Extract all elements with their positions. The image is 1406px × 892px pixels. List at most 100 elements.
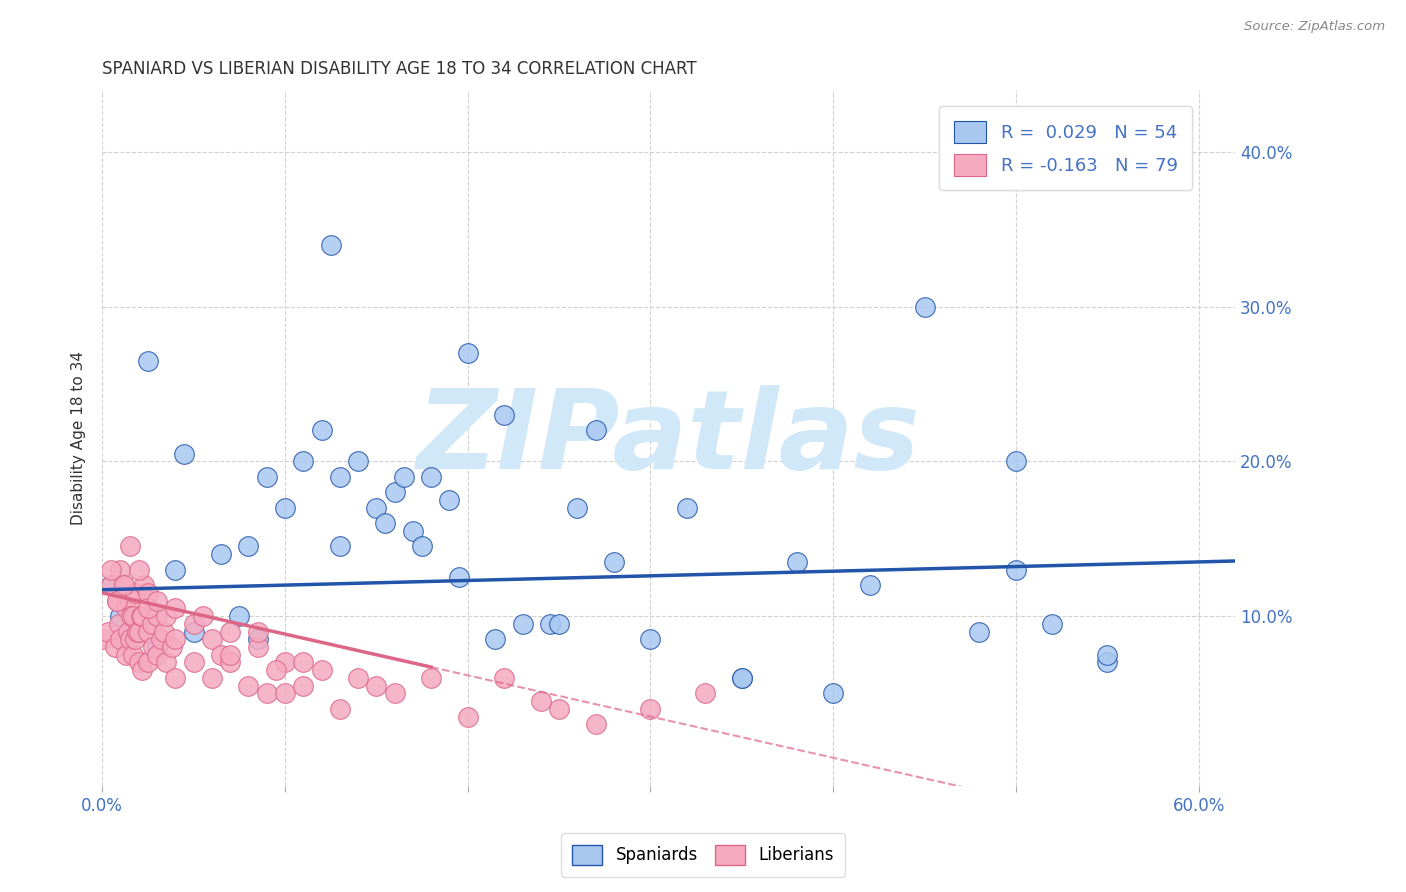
Point bbox=[731, 671, 754, 685]
Point bbox=[155, 656, 177, 670]
Point bbox=[112, 578, 135, 592]
Point bbox=[384, 485, 406, 500]
Point bbox=[131, 609, 153, 624]
Point bbox=[100, 563, 122, 577]
Point bbox=[129, 609, 152, 624]
Point bbox=[538, 616, 561, 631]
Point bbox=[120, 609, 142, 624]
Point bbox=[141, 616, 163, 631]
Point bbox=[292, 454, 315, 468]
Point bbox=[786, 555, 808, 569]
Point bbox=[201, 632, 224, 647]
Point bbox=[484, 632, 506, 647]
Point bbox=[823, 686, 845, 700]
Point bbox=[676, 500, 699, 515]
Point bbox=[165, 632, 187, 647]
Point bbox=[512, 616, 534, 631]
Point bbox=[585, 424, 607, 438]
Point bbox=[131, 663, 153, 677]
Point bbox=[146, 640, 169, 654]
Point bbox=[238, 540, 260, 554]
Point bbox=[1005, 563, 1028, 577]
Point bbox=[530, 694, 553, 708]
Point bbox=[115, 648, 138, 662]
Point bbox=[191, 609, 214, 624]
Point bbox=[183, 656, 205, 670]
Point bbox=[219, 656, 242, 670]
Point bbox=[1097, 656, 1119, 670]
Point bbox=[274, 656, 297, 670]
Point bbox=[105, 593, 128, 607]
Point bbox=[731, 671, 754, 685]
Point bbox=[329, 470, 352, 484]
Point bbox=[311, 663, 333, 677]
Point bbox=[122, 648, 145, 662]
Point bbox=[347, 454, 370, 468]
Point bbox=[494, 671, 516, 685]
Point bbox=[110, 563, 132, 577]
Point bbox=[246, 640, 269, 654]
Point bbox=[146, 609, 169, 624]
Point bbox=[146, 648, 169, 662]
Point bbox=[603, 555, 626, 569]
Point bbox=[420, 470, 443, 484]
Point bbox=[256, 686, 278, 700]
Point bbox=[640, 702, 662, 716]
Point bbox=[118, 632, 141, 647]
Point bbox=[155, 609, 177, 624]
Point bbox=[112, 578, 135, 592]
Point bbox=[256, 470, 278, 484]
Point bbox=[115, 601, 138, 615]
Point bbox=[122, 609, 145, 624]
Point bbox=[201, 671, 224, 685]
Point bbox=[411, 540, 433, 554]
Point bbox=[1152, 129, 1174, 144]
Point bbox=[107, 616, 129, 631]
Point bbox=[142, 640, 165, 654]
Point bbox=[392, 470, 415, 484]
Point bbox=[97, 624, 120, 639]
Point bbox=[969, 624, 991, 639]
Point bbox=[100, 578, 122, 592]
Point bbox=[1042, 616, 1064, 631]
Point bbox=[859, 578, 882, 592]
Point bbox=[264, 663, 287, 677]
Point bbox=[149, 632, 172, 647]
Point bbox=[366, 679, 388, 693]
Point bbox=[228, 609, 250, 624]
Point bbox=[219, 648, 242, 662]
Point bbox=[136, 601, 159, 615]
Point bbox=[329, 702, 352, 716]
Point bbox=[420, 671, 443, 685]
Point bbox=[128, 563, 150, 577]
Point bbox=[136, 354, 159, 368]
Point bbox=[125, 624, 148, 639]
Point bbox=[640, 632, 662, 647]
Point bbox=[104, 640, 127, 654]
Point bbox=[153, 624, 176, 639]
Point bbox=[165, 671, 187, 685]
Point bbox=[124, 632, 146, 647]
Point bbox=[110, 609, 132, 624]
Point bbox=[274, 686, 297, 700]
Point bbox=[274, 500, 297, 515]
Point bbox=[292, 679, 315, 693]
Point bbox=[914, 300, 936, 314]
Point bbox=[209, 547, 232, 561]
Point bbox=[136, 586, 159, 600]
Point bbox=[173, 447, 195, 461]
Point bbox=[117, 624, 139, 639]
Point bbox=[494, 408, 516, 422]
Point bbox=[246, 624, 269, 639]
Point bbox=[567, 500, 589, 515]
Point bbox=[384, 686, 406, 700]
Text: SPANIARD VS LIBERIAN DISABILITY AGE 18 TO 34 CORRELATION CHART: SPANIARD VS LIBERIAN DISABILITY AGE 18 T… bbox=[103, 60, 697, 78]
Point bbox=[402, 524, 425, 538]
Point bbox=[329, 540, 352, 554]
Point bbox=[457, 709, 479, 723]
Point bbox=[374, 516, 396, 531]
Y-axis label: Disability Age 18 to 34: Disability Age 18 to 34 bbox=[72, 351, 86, 525]
Point bbox=[246, 632, 269, 647]
Point bbox=[128, 624, 150, 639]
Point bbox=[124, 586, 146, 600]
